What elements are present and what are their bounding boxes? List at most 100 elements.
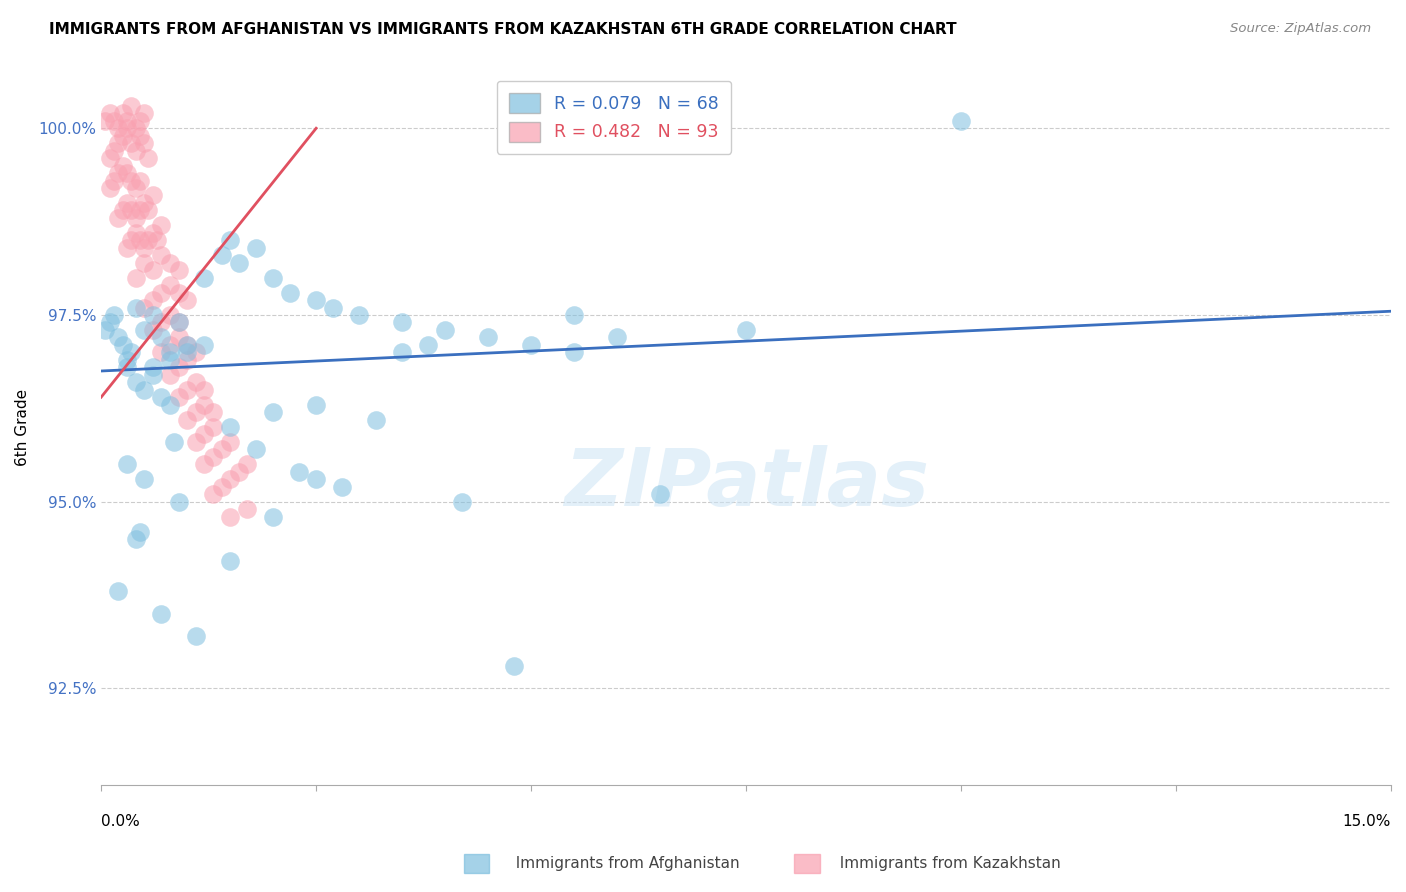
Point — [262, 509, 284, 524]
Point — [184, 345, 207, 359]
Point — [201, 420, 224, 434]
Point — [138, 233, 160, 247]
Point — [134, 241, 156, 255]
Point — [142, 226, 165, 240]
Point — [262, 405, 284, 419]
Point — [128, 203, 150, 218]
Point — [142, 360, 165, 375]
Point — [366, 412, 388, 426]
Point — [280, 285, 302, 300]
Point — [124, 532, 146, 546]
Point — [735, 323, 758, 337]
Point — [142, 323, 165, 337]
Point — [391, 315, 413, 329]
Point — [219, 233, 242, 247]
Point — [107, 166, 129, 180]
Point — [103, 113, 125, 128]
Point — [219, 509, 242, 524]
Point — [103, 308, 125, 322]
Point — [134, 255, 156, 269]
Point — [159, 398, 181, 412]
Point — [167, 360, 190, 375]
Point — [103, 144, 125, 158]
Point — [115, 113, 138, 128]
Point — [950, 113, 973, 128]
Point — [134, 323, 156, 337]
Point — [159, 308, 181, 322]
Point — [115, 458, 138, 472]
Point — [391, 345, 413, 359]
Point — [134, 196, 156, 211]
Point — [176, 352, 198, 367]
Point — [193, 427, 215, 442]
Point — [98, 181, 121, 195]
Point — [142, 368, 165, 382]
Point — [120, 345, 142, 359]
Point — [228, 465, 250, 479]
Point — [120, 136, 142, 151]
Text: IMMIGRANTS FROM AFGHANISTAN VS IMMIGRANTS FROM KAZAKHSTAN 6TH GRADE CORRELATION : IMMIGRANTS FROM AFGHANISTAN VS IMMIGRANT… — [49, 22, 957, 37]
Point — [138, 151, 160, 165]
Point — [322, 301, 344, 315]
Point — [159, 278, 181, 293]
Point — [176, 383, 198, 397]
Point — [451, 494, 474, 508]
Point — [115, 352, 138, 367]
Point — [128, 173, 150, 187]
Point — [167, 390, 190, 404]
Point — [94, 113, 117, 128]
Legend: R = 0.079   N = 68, R = 0.482   N = 93: R = 0.079 N = 68, R = 0.482 N = 93 — [496, 81, 731, 154]
Point — [111, 128, 134, 143]
Point — [115, 121, 138, 136]
Point — [120, 203, 142, 218]
Text: ZIPatlas: ZIPatlas — [564, 445, 928, 524]
Point — [648, 487, 671, 501]
Text: Immigrants from Kazakhstan: Immigrants from Kazakhstan — [830, 856, 1060, 871]
Point — [211, 480, 233, 494]
Point — [98, 106, 121, 120]
Point — [201, 405, 224, 419]
Point — [606, 330, 628, 344]
Point — [98, 315, 121, 329]
Point — [128, 233, 150, 247]
Point — [416, 338, 439, 352]
Text: 0.0%: 0.0% — [101, 814, 141, 830]
Point — [520, 338, 543, 352]
Point — [124, 211, 146, 225]
Point — [219, 472, 242, 486]
Point — [184, 375, 207, 389]
Point — [236, 502, 259, 516]
Point — [193, 338, 215, 352]
Point — [193, 383, 215, 397]
Point — [111, 159, 134, 173]
Point — [134, 136, 156, 151]
Point — [176, 338, 198, 352]
Point — [201, 450, 224, 464]
Text: 15.0%: 15.0% — [1343, 814, 1391, 830]
Point — [167, 330, 190, 344]
Point — [124, 144, 146, 158]
Point — [159, 368, 181, 382]
Point — [128, 113, 150, 128]
Point — [124, 301, 146, 315]
Point — [107, 330, 129, 344]
Point — [150, 330, 173, 344]
Point — [159, 338, 181, 352]
Point — [111, 338, 134, 352]
Point — [167, 263, 190, 277]
Point — [193, 270, 215, 285]
Point — [107, 211, 129, 225]
Point — [167, 315, 190, 329]
Point — [111, 106, 134, 120]
Point — [111, 203, 134, 218]
Point — [107, 584, 129, 599]
Point — [288, 465, 311, 479]
Point — [159, 345, 181, 359]
Point — [128, 128, 150, 143]
Point — [134, 383, 156, 397]
Point — [142, 188, 165, 202]
Point — [176, 345, 198, 359]
Point — [124, 121, 146, 136]
Point — [120, 233, 142, 247]
Point — [219, 434, 242, 449]
